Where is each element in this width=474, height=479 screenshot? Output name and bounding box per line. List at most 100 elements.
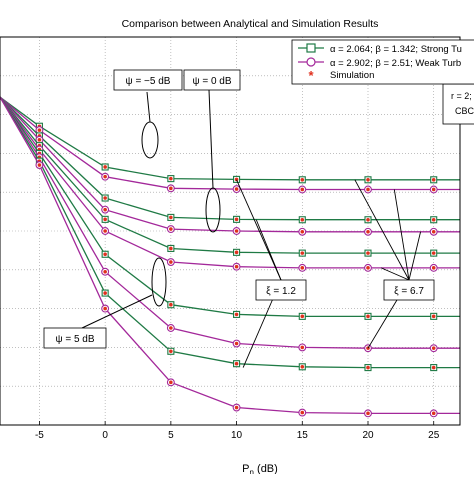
x-label-main: P <box>242 463 249 474</box>
simulation-point <box>103 306 107 311</box>
simulation-point <box>234 341 239 346</box>
annotations: ψ = −5 dB ψ = 0 dB ψ = 5 dB ξ = 1.2 ξ = … <box>43 69 435 368</box>
xi-arrows <box>236 179 422 368</box>
simulation-point <box>37 163 42 167</box>
simulation-point <box>431 217 436 222</box>
psi-minus5-label: ψ = −5 dB <box>126 76 171 87</box>
side-note-line1: r = 2; <box>451 91 472 101</box>
simulation-point <box>103 269 107 274</box>
simulation-point <box>234 312 239 317</box>
xi-6-7-box <box>383 279 435 301</box>
psi-5-ellipse <box>151 257 167 307</box>
simulation-point <box>366 177 370 182</box>
series-line-1 <box>0 96 460 191</box>
simulation-point <box>431 251 436 255</box>
simulation-point <box>103 196 107 200</box>
simulation-point <box>169 326 173 330</box>
x-tick-label: 20 <box>362 430 374 441</box>
simulation-point <box>37 138 42 142</box>
simulation-point <box>300 410 305 415</box>
xi-1-2-label: ξ = 1.2 <box>266 286 296 297</box>
series-line-0 <box>0 96 460 181</box>
x-tick-label: -5 <box>35 430 44 441</box>
x-tick-label: 10 <box>231 430 243 441</box>
simulation-point <box>431 187 436 192</box>
simulation-point <box>234 187 239 191</box>
simulation-point <box>234 177 239 182</box>
psi-5-label: ψ = 5 dB <box>55 334 94 345</box>
x-tick-label: 0 <box>102 430 108 441</box>
simulation-point <box>366 365 370 370</box>
psi-0-box <box>183 69 241 91</box>
chart-title: Comparison between Analytical and Simula… <box>122 18 379 30</box>
psi-5-box <box>43 327 107 349</box>
simulation-point <box>366 251 370 255</box>
simulation-point <box>103 165 107 169</box>
simulation-point <box>366 411 370 416</box>
xi-6-7-label: ξ = 6.7 <box>394 286 424 297</box>
legend-circle-icon <box>306 57 316 67</box>
side-note: r = 2; CBC <box>442 83 474 125</box>
x-ticks: -5 0 5 10 15 20 25 <box>35 421 440 441</box>
simulation-point <box>103 207 107 212</box>
simulation-point <box>366 187 370 192</box>
side-note-box <box>442 83 474 125</box>
simulation-point <box>169 186 173 191</box>
psi-0-pointer <box>208 89 214 189</box>
simulation-point <box>431 229 436 234</box>
simulation-point <box>300 266 305 270</box>
xi-6-7-arrow <box>393 189 410 281</box>
simulation-point <box>431 314 436 319</box>
psi-minus5-ellipse <box>141 121 159 159</box>
x-tick-label: 15 <box>297 430 309 441</box>
simulation-point <box>169 260 173 264</box>
simulation-point <box>234 229 239 233</box>
psi-minus5-box <box>113 69 183 91</box>
simulation-point <box>169 380 173 385</box>
xi-6-7-arrow <box>380 267 410 281</box>
legend-square-icon <box>306 43 316 53</box>
simulation-point <box>169 215 173 220</box>
simulation-point <box>300 251 305 255</box>
simulation-point <box>103 217 107 222</box>
side-note-line2: CBC <box>455 106 474 116</box>
simulation-point <box>300 187 305 192</box>
simulation-point <box>234 361 239 366</box>
simulation-point <box>300 177 305 182</box>
x-label-unit: (dB) <box>254 463 278 474</box>
xi-1-2-box <box>255 279 307 301</box>
legend-star-icon: * <box>308 68 314 83</box>
simulation-point <box>169 176 173 181</box>
series-line-2 <box>0 96 460 221</box>
legend: α = 2.064; β = 1.342; Strong Tu α = 2.90… <box>291 39 474 85</box>
legend-label-sim: Simulation <box>330 70 374 81</box>
simulation-point <box>103 174 107 179</box>
simulation-point <box>431 346 436 350</box>
xi-1-2-arrow <box>269 252 282 281</box>
series-layer <box>0 96 460 418</box>
simulation-point <box>169 246 173 251</box>
legend-label-weak: α = 2.902; β = 2.51; Weak Turb <box>330 58 461 69</box>
psi-minus5-pointer <box>146 91 151 123</box>
simulation-point <box>103 229 107 233</box>
psi-0-ellipse <box>205 187 221 233</box>
simulation-point <box>234 217 239 222</box>
simulation-point <box>234 264 239 269</box>
simulation-point <box>300 229 305 234</box>
xi-6-7-arrow <box>408 231 422 281</box>
series-line-5 <box>0 96 460 269</box>
axes-frame <box>0 36 461 426</box>
x-label-sub: n <box>250 468 254 474</box>
simulation-point <box>366 217 370 222</box>
simulation-point <box>300 314 305 319</box>
simulation-point <box>300 365 305 369</box>
simulation-point <box>103 252 107 257</box>
simulation-point <box>234 250 239 255</box>
x-tick-label: 5 <box>168 430 174 441</box>
xi-6-7-arrow <box>354 179 410 281</box>
x-axis-label: Pn (dB) <box>242 463 278 474</box>
simulation-point <box>37 128 42 132</box>
simulation-point <box>234 405 239 410</box>
simulation-point <box>431 411 436 416</box>
